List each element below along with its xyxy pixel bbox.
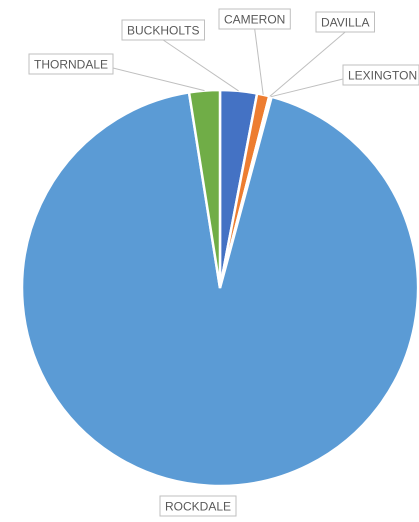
leader-davilla (269, 31, 346, 97)
leader-cameron (254, 28, 264, 95)
label-box-lexington (342, 64, 419, 86)
label-buckholts: BUCKHOLTS (127, 24, 199, 38)
leader-buckholts (162, 39, 239, 92)
data-labels: BUCKHOLTS CAMERON DAVILLA LEXINGTON ROCKDALE… (28, 8, 419, 517)
label-cameron: CAMERON (224, 13, 285, 27)
leader-thorndale (112, 67, 205, 92)
label-box-thorndale (28, 53, 114, 75)
slice-rockdale (20, 91, 419, 488)
label-rockdale: ROCKDALE (165, 500, 231, 514)
label-box-buckholts (121, 19, 205, 41)
label-thorndale: THORNDALE (34, 58, 108, 72)
pie-slices (20, 88, 419, 488)
leader-lines (112, 28, 346, 98)
label-lexington: LEXINGTON (348, 69, 417, 83)
label-davilla: DAVILLA (321, 16, 369, 30)
label-box-rockdale (159, 495, 237, 517)
leader-lexington (270, 78, 344, 98)
label-box-davilla (315, 11, 375, 33)
label-box-cameron (218, 8, 291, 30)
